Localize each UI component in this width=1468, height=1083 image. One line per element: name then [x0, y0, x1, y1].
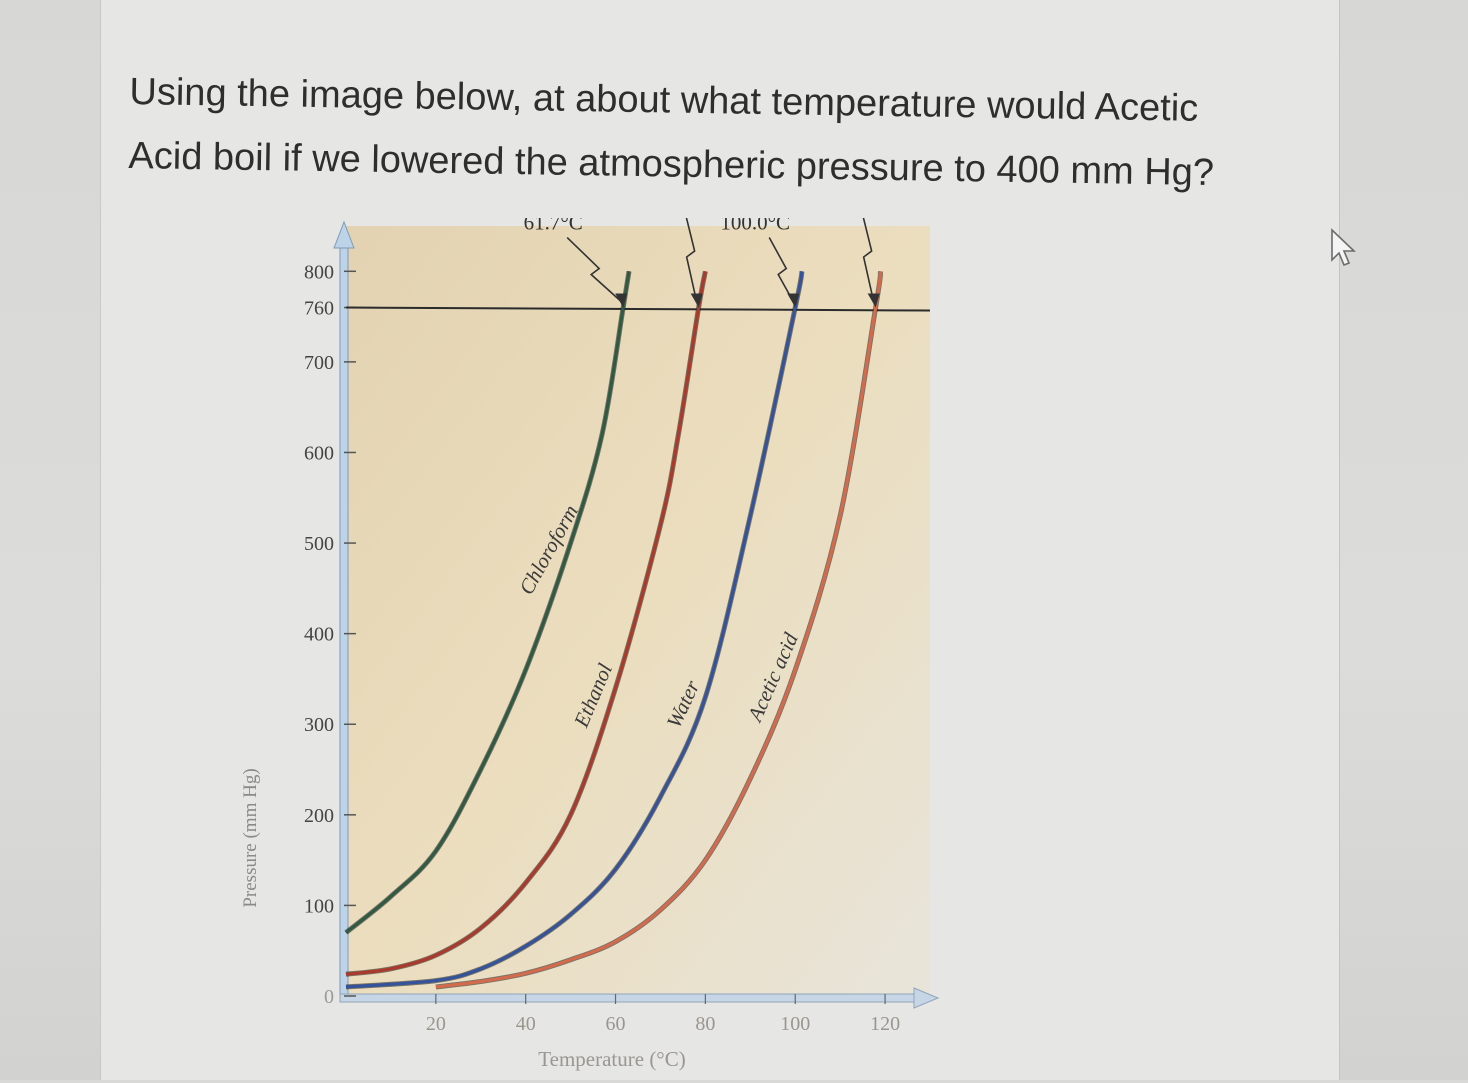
- y-tick-label: 760: [304, 298, 334, 320]
- y-tick-label: 300: [304, 714, 334, 736]
- chart-svg: 0 100 200 300 400 500 600 700 760 800 20 40 60 80 100 1…: [240, 176, 940, 1071]
- x-axis-label: Temperature (°C): [538, 1047, 685, 1071]
- series-line-ethanol: [345, 271, 707, 976]
- x-axis-line: [339, 993, 915, 1003]
- vapor-pressure-chart: 0 100 200 300 400 500 600 700 760 800 20 40 60 80 100 1…: [220, 176, 940, 1078]
- y-tick-label: 800: [304, 261, 334, 283]
- question-text: Using the image below, at about what tem…: [128, 60, 1250, 206]
- mouse-pointer-icon: [1331, 228, 1356, 267]
- boiling-point-arrowhead: [787, 293, 800, 308]
- y-tick-label: 100: [304, 895, 334, 917]
- x-tick-label: 120: [870, 1013, 900, 1035]
- y-tick-label: 400: [304, 624, 334, 646]
- y-tick-label: 0: [324, 986, 334, 1008]
- x-axis-arrow: [913, 987, 940, 1009]
- boiling-point-arrowhead: [690, 293, 703, 308]
- boiling-point-label: 61.7°C: [524, 218, 583, 235]
- series-line-acetic-acid: [435, 271, 883, 989]
- x-tick-label: 60: [606, 1013, 626, 1035]
- y-axis-line: [339, 245, 349, 997]
- boiling-point-arrowhead: [867, 293, 880, 308]
- boiling-point-arrowhead: [615, 293, 628, 308]
- boiling-point-arrow: [681, 202, 698, 302]
- y-axis-label: Pressure (mm Hg): [240, 768, 261, 907]
- x-tick-label: 100: [780, 1013, 810, 1035]
- y-tick-label: 700: [304, 352, 334, 374]
- series-line-chloroform: [344, 271, 631, 934]
- boiling-point-arrow: [858, 202, 875, 302]
- boiling-point-label: 100.0°C: [720, 218, 790, 235]
- x-tick-label: 40: [516, 1013, 536, 1035]
- y-axis-arrow: [333, 220, 355, 249]
- x-tick-label: 80: [695, 1013, 715, 1035]
- boiling-point-arrow: [768, 237, 794, 302]
- series-line-water: [345, 271, 804, 989]
- boiling-point-arrow: [566, 236, 622, 303]
- reference-line-760: [345, 306, 931, 312]
- y-tick-label: 200: [304, 805, 334, 827]
- y-tick-label: 500: [304, 533, 334, 555]
- x-tick-label: 20: [426, 1013, 446, 1035]
- y-tick-label: 600: [304, 442, 334, 464]
